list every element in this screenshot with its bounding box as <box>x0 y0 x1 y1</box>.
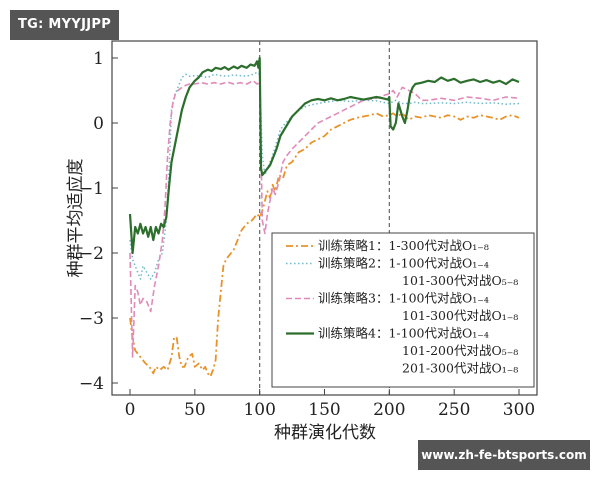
x-axis-label: 种群演化代数 <box>274 423 376 443</box>
legend-label: 201-300代对战O₁₋₈ <box>402 361 518 376</box>
y-tick-label: −4 <box>79 374 104 394</box>
x-tick-label: 0 <box>125 400 136 420</box>
series-line-strategy-3 <box>129 80 520 358</box>
legend-label: 101-200代对战O₅₋₈ <box>402 343 518 358</box>
y-axis-label: 种群平均适应度 <box>66 159 86 278</box>
watermark-bottom: www.zh-fe-btsports.com <box>418 440 590 470</box>
y-tick-label: −1 <box>79 179 104 199</box>
axis-ticks: 0 50 100 150 200 250 300 1 0 −1 −2 −3 −4 <box>79 49 535 420</box>
legend-label: 训练策略2：1-100代对战O₁₋₄ <box>318 256 489 271</box>
x-tick-label: 200 <box>373 400 405 420</box>
chart-series <box>128 56 520 378</box>
x-tick-label: 100 <box>243 400 275 420</box>
x-tick-label: 50 <box>184 400 206 420</box>
legend-box <box>271 232 535 388</box>
legend-label: 训练策略1：1-300代对战O₁₋₈ <box>318 238 489 253</box>
series-line-strategy-1 <box>129 112 520 378</box>
y-tick-label: 1 <box>93 49 104 69</box>
legend-label: 训练策略4：1-100代对战O₁₋₄ <box>318 326 489 341</box>
y-tick-label: 0 <box>93 114 104 134</box>
legend-label: 训练策略3：1-100代对战O₁₋₄ <box>318 291 489 306</box>
legend-label: 101-300代对战O₅₋₈ <box>402 273 518 288</box>
legend-label: 101-300代对战O₁₋₈ <box>402 308 518 323</box>
chart-legend: 训练策略1：1-300代对战O₁₋₈ 训练策略2：1-100代对战O₁₋₄ 101-… <box>271 232 535 388</box>
y-tick-label: −2 <box>79 244 104 264</box>
x-tick-label: 250 <box>438 400 470 420</box>
y-tick-label: −3 <box>79 309 104 329</box>
watermark-top: TG: MYYJJPP <box>10 10 119 40</box>
series-line-strategy-4 <box>128 56 520 255</box>
x-tick-label: 150 <box>308 400 340 420</box>
x-tick-label: 300 <box>503 400 535 420</box>
